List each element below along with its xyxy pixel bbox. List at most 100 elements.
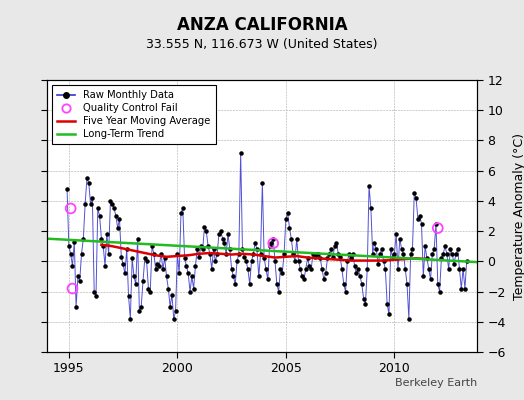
Point <box>256 250 265 257</box>
Point <box>361 300 369 307</box>
Point <box>184 270 192 277</box>
Point <box>318 266 326 272</box>
Point <box>229 273 237 280</box>
Point <box>171 308 180 314</box>
Point <box>227 266 236 272</box>
Point <box>79 236 88 242</box>
Point <box>104 250 113 257</box>
Point <box>202 228 211 234</box>
Point <box>67 250 75 257</box>
Point <box>265 243 274 250</box>
Point <box>433 225 442 231</box>
Point <box>146 288 155 295</box>
Point <box>392 231 400 237</box>
Point <box>396 236 404 242</box>
Point <box>452 250 460 257</box>
Point <box>336 254 344 260</box>
Point <box>196 243 205 250</box>
Point <box>126 316 135 322</box>
Point <box>343 258 352 264</box>
Point <box>244 266 252 272</box>
Point <box>410 190 419 196</box>
Y-axis label: Temperature Anomaly (°C): Temperature Anomaly (°C) <box>512 132 524 300</box>
Point <box>359 296 368 302</box>
Point <box>278 270 287 277</box>
Point <box>81 201 89 207</box>
Point <box>461 285 469 292</box>
Point <box>352 270 361 277</box>
Point <box>463 258 471 264</box>
Point <box>455 266 464 272</box>
Point <box>175 270 183 277</box>
Point <box>74 273 82 280</box>
Point <box>401 266 409 272</box>
Point <box>345 250 353 257</box>
Point <box>143 258 151 264</box>
Point <box>97 236 106 242</box>
Point <box>399 250 408 257</box>
Point <box>272 281 281 287</box>
Point <box>368 250 377 257</box>
Point <box>457 285 465 292</box>
Point <box>188 273 196 280</box>
Point <box>101 263 109 269</box>
Point <box>148 243 156 250</box>
Point <box>291 258 299 264</box>
Point <box>112 213 120 219</box>
Point <box>363 266 372 272</box>
Point <box>294 258 303 264</box>
Point <box>200 223 209 230</box>
Point <box>433 281 442 287</box>
Point <box>249 250 257 257</box>
Point <box>307 266 315 272</box>
Point <box>432 220 440 227</box>
Point <box>334 250 343 257</box>
Point <box>303 255 312 262</box>
Point <box>123 246 131 252</box>
Point <box>327 246 335 252</box>
Point <box>240 254 248 260</box>
Point <box>210 246 218 252</box>
Point <box>280 250 288 257</box>
Point <box>246 281 254 287</box>
Point <box>390 250 399 257</box>
Point <box>444 266 453 272</box>
Point <box>428 250 436 257</box>
Point <box>75 278 84 284</box>
Point <box>157 250 165 257</box>
Point <box>68 285 77 292</box>
Point <box>264 276 272 283</box>
Point <box>94 205 102 212</box>
Point <box>128 255 136 262</box>
Point <box>70 238 79 245</box>
Text: 33.555 N, 116.673 W (United States): 33.555 N, 116.673 W (United States) <box>146 38 378 51</box>
Point <box>211 258 220 264</box>
Point <box>453 246 462 252</box>
Point <box>166 304 174 310</box>
Point <box>238 246 247 252</box>
Point <box>413 216 422 222</box>
Point <box>354 266 363 272</box>
Point <box>106 198 115 204</box>
Point <box>338 266 346 272</box>
Point <box>84 180 93 186</box>
Point <box>347 255 355 262</box>
Point <box>177 210 185 216</box>
Point <box>251 240 259 246</box>
Point <box>182 263 191 269</box>
Point <box>88 195 96 201</box>
Point <box>283 210 292 216</box>
Point <box>115 216 124 222</box>
Point <box>117 254 126 260</box>
Point <box>275 288 283 295</box>
Point <box>381 266 389 272</box>
Point <box>253 246 261 252</box>
Point <box>314 250 323 257</box>
Point <box>441 243 449 250</box>
Point <box>137 304 145 310</box>
Point <box>151 266 160 272</box>
Point <box>208 266 216 272</box>
Text: Berkeley Earth: Berkeley Earth <box>395 378 477 388</box>
Point <box>110 205 118 212</box>
Point <box>114 225 122 231</box>
